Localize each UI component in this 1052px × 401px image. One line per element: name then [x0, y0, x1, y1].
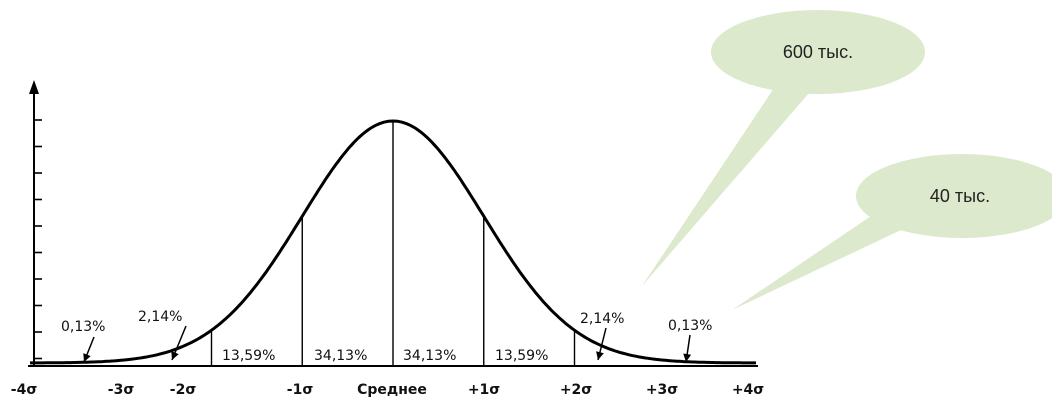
segment-percent-label: 0,13%	[668, 318, 712, 334]
segment-percent-label: 13,59%	[222, 348, 275, 364]
segment-percent-label: 34,13%	[314, 348, 367, 364]
bell-curve	[30, 119, 756, 365]
callout-bubble-600k: 600 тыс.	[642, 10, 925, 286]
x-tick-label: +3σ	[646, 382, 678, 398]
callout-body	[711, 10, 925, 94]
y-axis-arrow	[29, 80, 39, 94]
segment-percent-label: 2,14%	[580, 311, 624, 327]
x-tick-label: -3σ	[108, 382, 135, 398]
x-tick-label: +1σ	[468, 382, 500, 398]
x-tick-label: Среднее	[357, 382, 427, 398]
callout-tail	[732, 210, 918, 310]
pointer-arrow-head	[83, 353, 91, 362]
segment-percent-label: 0,13%	[61, 319, 105, 335]
callout-text: 40 тыс.	[930, 186, 990, 206]
pointer-arrow-head	[596, 351, 604, 360]
x-tick-label: -1σ	[287, 382, 314, 398]
x-tick-label: -4σ	[11, 382, 38, 398]
tail-pointer-arrows	[83, 325, 692, 363]
callout-bubble-40k: 40 тыс.	[732, 154, 1052, 310]
callout-body	[856, 154, 1052, 238]
segment-percent-label: 13,59%	[495, 348, 548, 364]
sd-boundary-lines	[210, 121, 576, 366]
segment-percent-label: 2,14%	[138, 309, 182, 325]
pointer-arrow-head	[683, 353, 692, 362]
x-tick-label: +2σ	[560, 382, 592, 398]
pointer-arrow-head	[171, 351, 179, 360]
callout-text: 600 тыс.	[783, 42, 853, 62]
segment-percent-label: 34,13%	[403, 348, 456, 364]
x-tick-label: +4σ	[732, 382, 764, 398]
callout-tail	[642, 70, 822, 286]
y-axis-ticks	[34, 119, 42, 360]
x-tick-label: -2σ	[170, 382, 197, 398]
